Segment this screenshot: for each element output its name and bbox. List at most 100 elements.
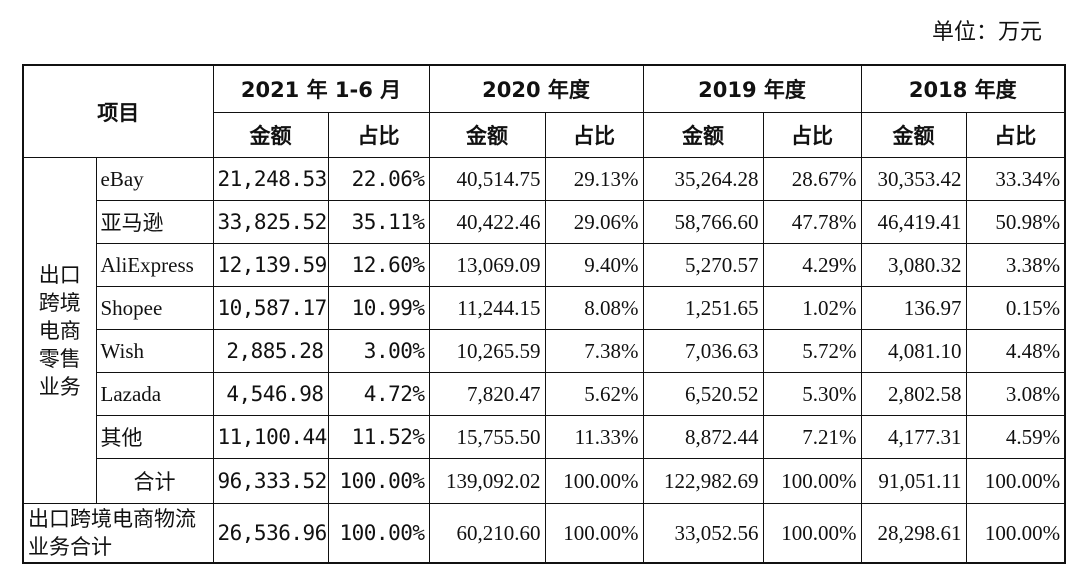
cell-amount: 58,766.60 [642, 200, 764, 244]
header-amount: 金额 [428, 112, 546, 158]
channel-name: Lazada [95, 372, 214, 416]
cell-amount: 15,755.50 [428, 415, 546, 459]
cell-ratio: 29.06% [544, 200, 644, 244]
subtotal-amount: 96,333.52 [212, 458, 329, 504]
logistics-ratio: 100.00% [544, 503, 644, 564]
subtotal-amount: 91,051.11 [860, 458, 967, 504]
subtotal-ratio: 100.00% [762, 458, 862, 504]
logistics-amount: 28,298.61 [860, 503, 967, 564]
cell-ratio: 35.11% [327, 200, 430, 244]
cell-amount: 35,264.28 [642, 157, 764, 201]
cell-amount: 2,885.28 [212, 329, 329, 373]
cell-amount: 30,353.42 [860, 157, 967, 201]
subtotal-ratio: 100.00% [327, 458, 430, 504]
subtotal-ratio: 100.00% [544, 458, 644, 504]
header-amount: 金额 [860, 112, 967, 158]
cell-amount: 40,422.46 [428, 200, 546, 244]
cell-ratio: 4.72% [327, 372, 430, 416]
channel-name: AliExpress [95, 243, 214, 287]
logistics-total-label: 出口跨境电商物流业务合计 [22, 503, 214, 564]
cell-amount: 5,270.57 [642, 243, 764, 287]
cell-ratio: 10.99% [327, 286, 430, 330]
cell-amount: 8,872.44 [642, 415, 764, 459]
cell-ratio: 11.33% [544, 415, 644, 459]
cell-ratio: 1.02% [762, 286, 862, 330]
cell-ratio: 7.21% [762, 415, 862, 459]
cell-amount: 3,080.32 [860, 243, 967, 287]
header-ratio: 占比 [327, 112, 430, 158]
table-row: 其他 11,100.44 11.52% 15,755.50 11.33% 8,8… [23, 415, 1066, 459]
channel-name: eBay [95, 157, 214, 201]
cell-ratio: 47.78% [762, 200, 862, 244]
subtotal-label: 合计 [95, 458, 214, 504]
cell-amount: 6,520.52 [642, 372, 764, 416]
cell-amount: 40,514.75 [428, 157, 546, 201]
cell-ratio: 4.48% [965, 329, 1066, 373]
header-item: 项目 [22, 64, 214, 158]
cell-ratio: 50.98% [965, 200, 1066, 244]
cell-ratio: 0.15% [965, 286, 1066, 330]
table-row: 亚马逊 33,825.52 35.11% 40,422.46 29.06% 58… [23, 200, 1066, 244]
cell-ratio: 8.08% [544, 286, 644, 330]
header-ratio: 占比 [544, 112, 644, 158]
logistics-amount: 33,052.56 [642, 503, 764, 564]
logistics-amount: 26,536.96 [212, 503, 329, 564]
cell-ratio: 3.00% [327, 329, 430, 373]
header-amount: 金额 [212, 112, 329, 158]
cell-ratio: 4.29% [762, 243, 862, 287]
cell-ratio: 5.30% [762, 372, 862, 416]
cell-amount: 12,139.59 [212, 243, 329, 287]
table-row: 出口跨境电商零售业务 eBay 21,248.53 22.06% 40,514.… [22, 157, 1066, 504]
cell-ratio: 3.08% [965, 372, 1066, 416]
cell-amount: 136.97 [860, 286, 967, 330]
cell-amount: 2,802.58 [860, 372, 967, 416]
cell-amount: 4,546.98 [212, 372, 329, 416]
channel-name: Shopee [95, 286, 214, 330]
cell-amount: 46,419.41 [860, 200, 967, 244]
table-row: Wish 2,885.28 3.00% 10,265.59 7.38% 7,03… [23, 329, 1066, 373]
cell-amount: 4,177.31 [860, 415, 967, 459]
cell-ratio: 5.72% [762, 329, 862, 373]
cell-ratio: 9.40% [544, 243, 644, 287]
subtotal-ratio: 100.00% [965, 458, 1066, 504]
table-row: AliExpress 12,139.59 12.60% 13,069.09 9.… [23, 243, 1066, 287]
cell-amount: 33,825.52 [212, 200, 329, 244]
cell-amount: 10,265.59 [428, 329, 546, 373]
cell-ratio: 7.38% [544, 329, 644, 373]
cell-amount: 11,100.44 [212, 415, 329, 459]
cell-amount: 4,081.10 [860, 329, 967, 373]
revenue-table: 项目 2021 年 1-6 月 2020 年度 2019 年度 2018 年度 … [22, 64, 1067, 564]
cell-ratio: 4.59% [965, 415, 1066, 459]
cell-amount: 1,251.65 [642, 286, 764, 330]
cell-ratio: 29.13% [544, 157, 644, 201]
header-period-2021h1: 2021 年 1-6 月 [212, 64, 430, 113]
header-row-periods: 项目 2021 年 1-6 月 2020 年度 2019 年度 2018 年度 [22, 64, 1066, 158]
logistics-ratio: 100.00% [965, 503, 1066, 564]
logistics-ratio: 100.00% [762, 503, 862, 564]
header-period-2018: 2018 年度 [860, 64, 1066, 113]
category-label: 出口跨境电商零售业务 [22, 157, 97, 504]
table-row: Shopee 10,587.17 10.99% 11,244.15 8.08% … [23, 286, 1066, 330]
logistics-total-row: 出口跨境电商物流业务合计 26,536.96 100.00% 60,210.60… [22, 503, 1066, 564]
subtotal-amount: 122,982.69 [642, 458, 764, 504]
cell-amount: 11,244.15 [428, 286, 546, 330]
logistics-ratio: 100.00% [327, 503, 430, 564]
cell-amount: 7,036.63 [642, 329, 764, 373]
cell-amount: 21,248.53 [212, 157, 329, 201]
channel-name: 其他 [95, 415, 214, 459]
logistics-amount: 60,210.60 [428, 503, 546, 564]
header-period-2020: 2020 年度 [428, 64, 644, 113]
cell-ratio: 22.06% [327, 157, 430, 201]
channel-name: 亚马逊 [95, 200, 214, 244]
subtotal-amount: 139,092.02 [428, 458, 546, 504]
header-amount: 金额 [642, 112, 764, 158]
cell-ratio: 12.60% [327, 243, 430, 287]
cell-ratio: 3.38% [965, 243, 1066, 287]
unit-label: 单位：万元 [931, 20, 1042, 45]
cell-ratio: 5.62% [544, 372, 644, 416]
subtotal-row: 合计 96,333.52 100.00% 139,092.02 100.00% … [23, 458, 1066, 504]
cell-amount: 7,820.47 [428, 372, 546, 416]
cell-ratio: 28.67% [762, 157, 862, 201]
table-row: Lazada 4,546.98 4.72% 7,820.47 5.62% 6,5… [23, 372, 1066, 416]
cell-amount: 10,587.17 [212, 286, 329, 330]
